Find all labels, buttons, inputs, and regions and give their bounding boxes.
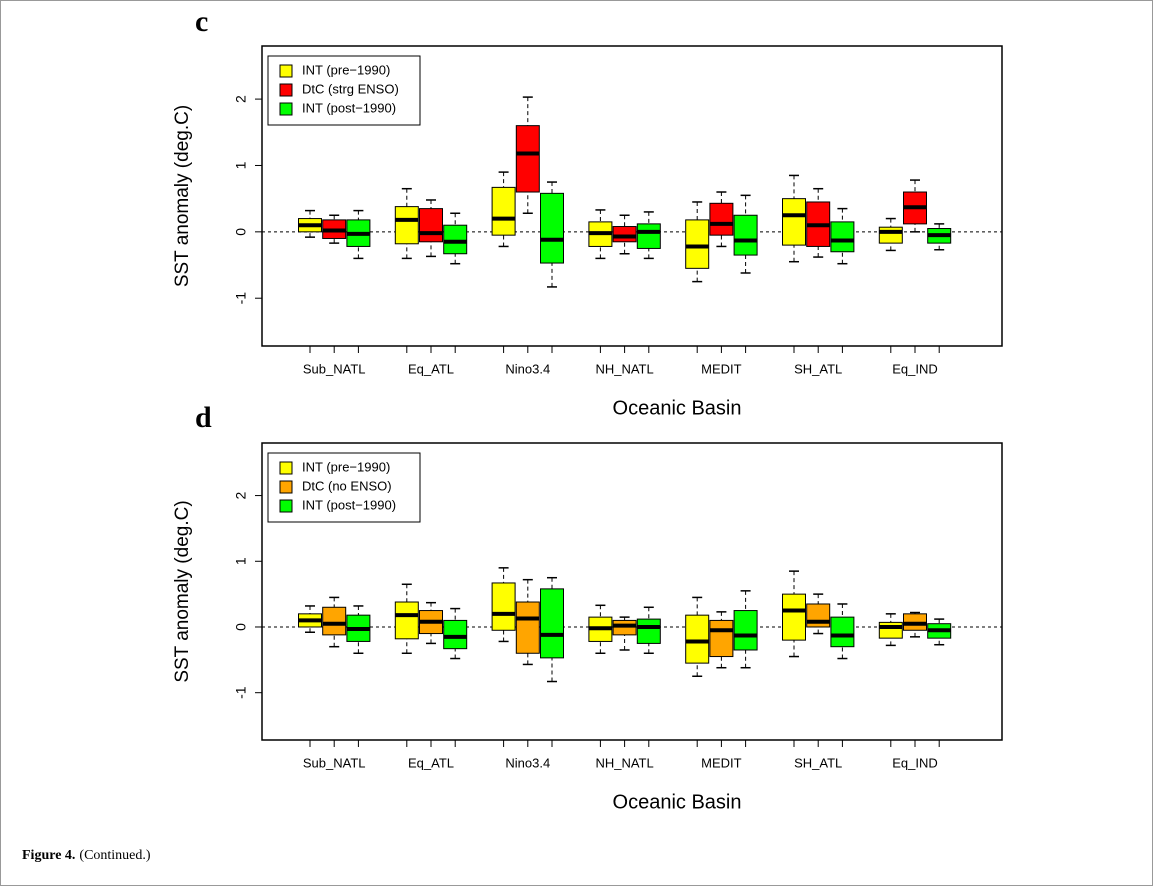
box — [540, 588, 564, 659]
box — [491, 582, 516, 631]
box — [782, 593, 806, 641]
x-tick-label: MEDIT — [701, 755, 742, 770]
x-tick-label: Eq_ATL — [408, 361, 454, 376]
box — [685, 219, 710, 269]
box — [685, 614, 710, 664]
legend-label: INT (post−1990) — [302, 497, 396, 512]
plot-frame — [261, 45, 1003, 347]
legend-swatch — [279, 461, 293, 475]
x-tick-label: Eq_ATL — [408, 755, 454, 770]
box — [709, 619, 734, 658]
box — [733, 214, 758, 256]
box — [419, 208, 443, 243]
caption-text: (Continued.) — [79, 848, 150, 863]
y-tick-label: 1 — [233, 161, 249, 169]
y-axis-label: SST anomaly (deg.C) — [172, 500, 193, 682]
panel-letter: d — [195, 401, 212, 434]
box — [540, 192, 564, 264]
legend-label: DtC (strg ENSO) — [302, 81, 399, 96]
legend-label: INT (pre−1990) — [302, 459, 390, 474]
x-tick-label: Sub_NATL — [303, 755, 366, 770]
box — [830, 616, 855, 648]
x-tick-label: Nino3.4 — [505, 755, 550, 770]
box — [515, 125, 540, 193]
y-tick-label: -1 — [233, 292, 249, 305]
box — [443, 619, 468, 650]
x-axis-label: Oceanic Basin — [613, 397, 742, 419]
x-tick-label: SH_ATL — [794, 755, 842, 770]
legend-box — [267, 452, 421, 523]
legend-label: INT (pre−1990) — [302, 62, 390, 77]
legend-box — [267, 55, 421, 126]
y-tick-label: 0 — [233, 623, 249, 631]
box — [394, 601, 419, 640]
box — [443, 224, 468, 255]
panel-letter: c — [195, 5, 208, 38]
y-axis-label: SST anomaly (deg.C) — [172, 105, 193, 287]
legend-swatch — [279, 102, 293, 116]
box — [322, 606, 347, 636]
x-tick-label: Eq_IND — [892, 361, 938, 376]
y-tick-label: 1 — [233, 557, 249, 565]
x-tick-label: NH_NATL — [595, 755, 653, 770]
box — [394, 206, 419, 245]
box — [782, 198, 806, 246]
legend-label: INT (post−1990) — [302, 100, 396, 115]
legend-swatch — [279, 480, 293, 494]
box — [733, 610, 758, 651]
box — [612, 226, 637, 243]
legend-swatch — [279, 83, 293, 97]
plot-frame — [261, 442, 1003, 741]
y-tick-label: 2 — [233, 95, 249, 103]
box — [515, 601, 540, 654]
y-tick-label: -1 — [233, 686, 249, 699]
x-tick-label: Sub_NATL — [303, 361, 366, 376]
caption-label: Figure 4. — [22, 848, 75, 863]
box — [636, 618, 661, 644]
caption: Figure 4. (Continued.) — [22, 848, 151, 863]
box — [878, 621, 903, 639]
x-tick-label: Eq_IND — [892, 755, 938, 770]
y-tick-label: 0 — [233, 228, 249, 236]
legend-swatch — [279, 64, 293, 78]
x-tick-label: NH_NATL — [595, 361, 653, 376]
box — [878, 226, 903, 244]
box — [636, 223, 661, 249]
box — [830, 221, 855, 253]
legend-label: DtC (no ENSO) — [302, 478, 392, 493]
y-tick-label: 2 — [233, 491, 249, 499]
x-tick-label: MEDIT — [701, 361, 742, 376]
legend-swatch — [279, 499, 293, 513]
box — [491, 186, 516, 236]
x-tick-label: Nino3.4 — [505, 361, 550, 376]
x-tick-label: SH_ATL — [794, 361, 842, 376]
box — [709, 202, 734, 236]
x-axis-label: Oceanic Basin — [613, 791, 742, 813]
